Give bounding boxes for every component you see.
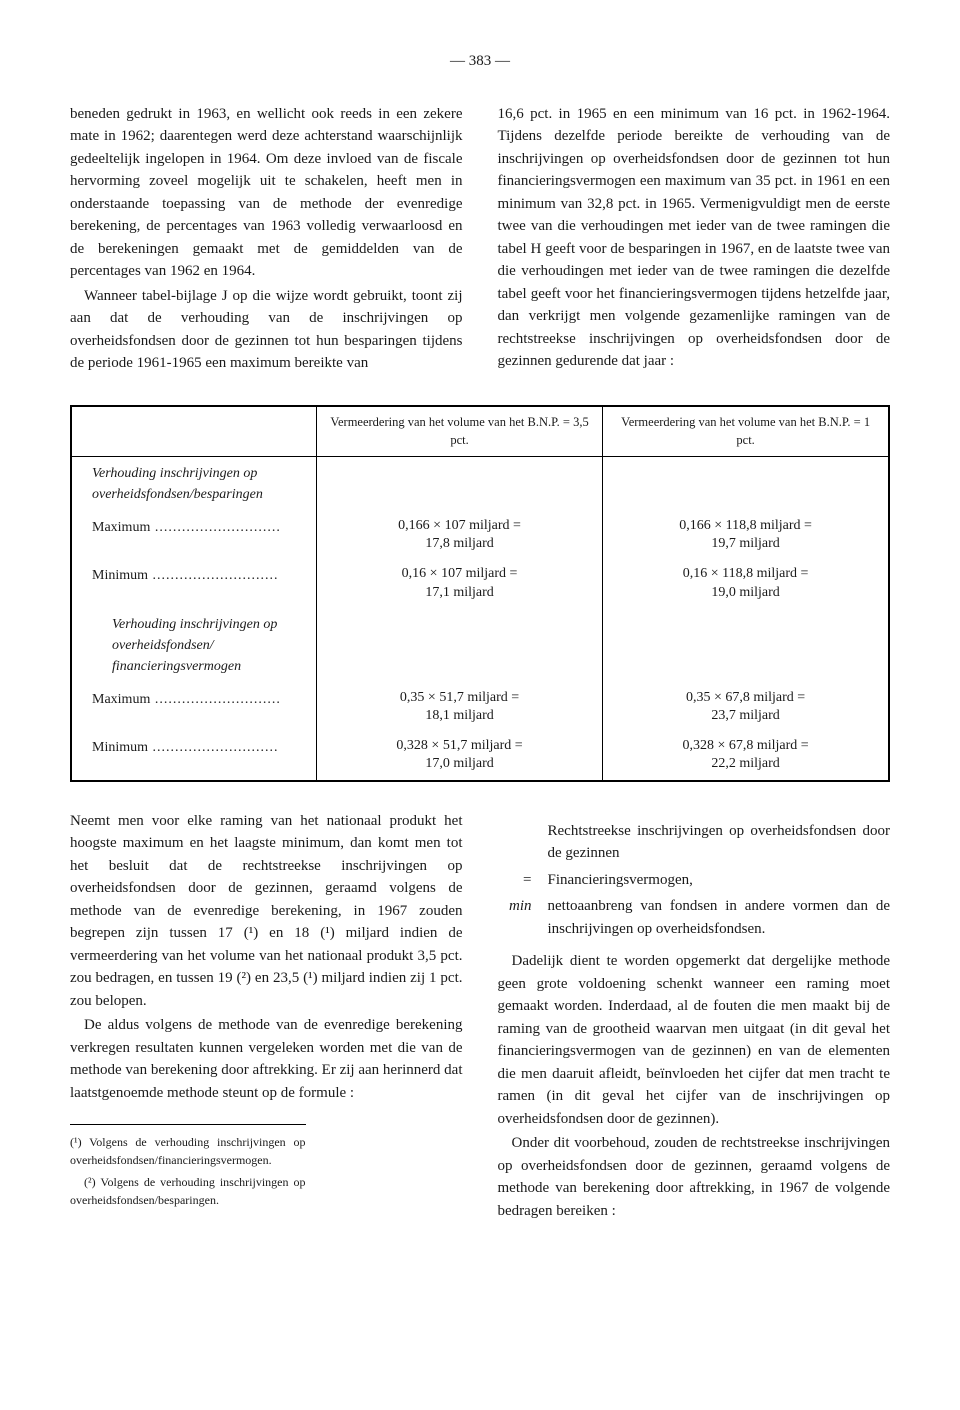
row-label-text: Minimum: [92, 568, 279, 583]
table-row: Maximum 0,166 × 107 miljard = 17,8 milja…: [71, 511, 889, 559]
table-section-row: Verhouding inschrijvingen op overheidsfo…: [71, 608, 889, 683]
table-row-label: Minimum: [71, 731, 316, 780]
table-cell-empty: [316, 457, 602, 512]
upper-right-p1: 16,6 pct. in 1965 en een minimum van 16 …: [498, 103, 891, 373]
table-cell-empty: [603, 608, 889, 683]
calc-line: 0,166 × 107 miljard =: [398, 518, 521, 533]
calc-line: 0,166 × 118,8 miljard =: [679, 518, 812, 533]
calc-line: 0,16 × 118,8 miljard =: [683, 566, 809, 581]
table-cell: 0,16 × 107 miljard = 17,1 miljard: [316, 559, 602, 607]
table-row: Maximum 0,35 × 51,7 miljard = 18,1 milja…: [71, 683, 889, 731]
def-min-row: min nettoaanbreng van fondsen in andere …: [498, 895, 891, 940]
footnote-1: (¹) Volgens de verhouding inschrijvingen…: [70, 1133, 306, 1169]
definition-list: Rechtstreekse inschrijvingen op overheid…: [498, 820, 891, 941]
row-label-text: Maximum: [92, 692, 281, 707]
lower-left-col: Neemt men voor elke raming van het natio…: [70, 810, 463, 1225]
upper-columns: beneden gedrukt in 1963, en wellicht ook…: [70, 103, 890, 377]
def-intro-row: Rechtstreekse inschrijvingen op overheid…: [498, 820, 891, 865]
table-header-col3: Vermeerdering van het volume van het B.N…: [603, 406, 889, 457]
calc-line: 0,16 × 107 miljard =: [402, 566, 518, 581]
calc-result: 19,7 miljard: [615, 535, 876, 553]
table-section-row: Verhouding inschrijvingen op overheidsfo…: [71, 457, 889, 512]
table-row: Minimum 0,328 × 51,7 miljard = 17,0 milj…: [71, 731, 889, 780]
upper-left-p1: beneden gedrukt in 1963, en wellicht ook…: [70, 103, 463, 283]
footnote-2: (²) Volgens de verhouding inschrijvingen…: [70, 1173, 306, 1209]
calc-line: 0,328 × 67,8 miljard =: [682, 738, 808, 753]
calc-result: 17,1 miljard: [329, 584, 590, 602]
table-cell: 0,16 × 118,8 miljard = 19,0 miljard: [603, 559, 889, 607]
lower-columns: Neemt men voor elke raming van het natio…: [70, 810, 890, 1225]
def-key-blank: [498, 820, 532, 865]
table-cell: 0,35 × 51,7 miljard = 18,1 miljard: [316, 683, 602, 731]
calc-result: 22,2 miljard: [615, 755, 876, 773]
table-row-label: Maximum: [71, 683, 316, 731]
table-header-col2: Vermeerdering van het volume van het B.N…: [316, 406, 602, 457]
table-header-blank: [71, 406, 316, 457]
lower-right-p1: Dadelijk dient te worden opgemerkt dat d…: [498, 950, 891, 1130]
lower-left-p1: Neemt men voor elke raming van het natio…: [70, 810, 463, 1013]
row-label-text: Maximum: [92, 520, 281, 535]
page-number: — 383 —: [70, 50, 890, 73]
table-section2-label: Verhouding inschrijvingen op overheidsfo…: [71, 608, 316, 683]
table-cell: 0,328 × 67,8 miljard = 22,2 miljard: [603, 731, 889, 780]
table-cell-empty: [603, 457, 889, 512]
table-row-label: Minimum: [71, 559, 316, 607]
calculation-table: Vermeerdering van het volume van het B.N…: [70, 405, 890, 782]
table-cell-empty: [316, 608, 602, 683]
lower-right-p2: Onder dit voorbehoud, zouden de rechtstr…: [498, 1132, 891, 1222]
def-eq-row: = Financieringsvermogen,: [498, 869, 891, 892]
def-min-key: min: [498, 895, 532, 940]
calc-line: 0,328 × 51,7 miljard =: [396, 738, 522, 753]
table-cell: 0,328 × 51,7 miljard = 17,0 miljard: [316, 731, 602, 780]
table-cell: 0,166 × 107 miljard = 17,8 miljard: [316, 511, 602, 559]
calc-line: 0,35 × 67,8 miljard =: [686, 690, 805, 705]
calc-result: 19,0 miljard: [615, 584, 876, 602]
row-label-text: Minimum: [92, 740, 279, 755]
calc-result: 23,7 miljard: [615, 707, 876, 725]
table-cell: 0,35 × 67,8 miljard = 23,7 miljard: [603, 683, 889, 731]
calc-line: 0,35 × 51,7 miljard =: [400, 690, 519, 705]
def-min-text: nettoaanbreng van fondsen in andere vorm…: [548, 895, 891, 940]
lower-left-p2: De aldus volgens de methode van de evenr…: [70, 1014, 463, 1104]
calc-result: 17,8 miljard: [329, 535, 590, 553]
table-row: Minimum 0,16 × 107 miljard = 17,1 miljar…: [71, 559, 889, 607]
def-eq-text: Financieringsvermogen,: [548, 869, 891, 892]
table-cell: 0,166 × 118,8 miljard = 19,7 miljard: [603, 511, 889, 559]
def-eq-key: =: [498, 869, 532, 892]
calc-result: 17,0 miljard: [329, 755, 590, 773]
table-section1-label: Verhouding inschrijvingen op overheidsfo…: [71, 457, 316, 512]
table-header-row: Vermeerdering van het volume van het B.N…: [71, 406, 889, 457]
upper-right-col: 16,6 pct. in 1965 en een minimum van 16 …: [498, 103, 891, 377]
def-intro-text: Rechtstreekse inschrijvingen op overheid…: [548, 820, 891, 865]
lower-right-col: Rechtstreekse inschrijvingen op overheid…: [498, 810, 891, 1225]
calc-result: 18,1 miljard: [329, 707, 590, 725]
upper-left-p2: Wanneer tabel-bijlage J op die wijze wor…: [70, 285, 463, 375]
footnotes: (¹) Volgens de verhouding inschrijvingen…: [70, 1124, 306, 1209]
upper-left-col: beneden gedrukt in 1963, en wellicht ook…: [70, 103, 463, 377]
table-row-label: Maximum: [71, 511, 316, 559]
